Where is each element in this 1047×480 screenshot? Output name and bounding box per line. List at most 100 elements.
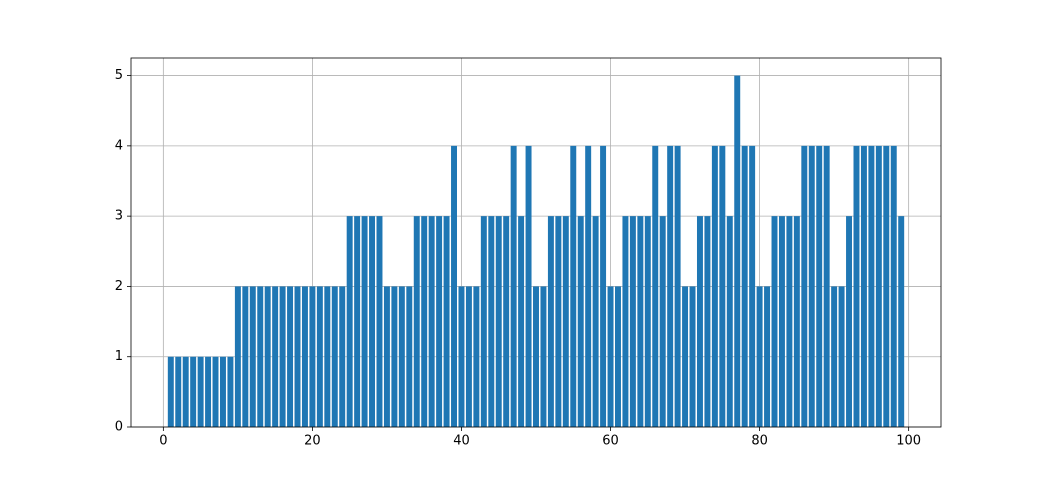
- bar: [294, 286, 301, 427]
- axes-frame: [130, 57, 942, 428]
- x-tick-label: 20: [304, 434, 321, 449]
- bar: [383, 286, 390, 427]
- bar: [764, 286, 771, 427]
- bar: [585, 145, 592, 427]
- bar: [600, 145, 607, 427]
- bar: [473, 286, 480, 427]
- bar: [734, 75, 741, 428]
- bar: [257, 286, 264, 427]
- bar: [480, 216, 487, 427]
- bar: [190, 356, 197, 427]
- bar: [860, 145, 867, 427]
- x-tick-label: 0: [159, 434, 167, 449]
- bar: [682, 286, 689, 427]
- y-tick-label: 1: [115, 349, 123, 364]
- bar: [413, 216, 420, 427]
- bar: [823, 145, 830, 427]
- bar: [831, 286, 838, 427]
- bar: [778, 216, 785, 427]
- bar: [555, 216, 562, 427]
- bar: [637, 216, 644, 427]
- bar: [488, 216, 495, 427]
- bar: [659, 216, 666, 427]
- bar: [890, 145, 897, 427]
- y-tick-label: 2: [115, 279, 123, 294]
- bar: [853, 145, 860, 427]
- bar: [167, 356, 174, 427]
- bar: [376, 216, 383, 427]
- x-tick-label: 100: [896, 434, 921, 449]
- bar: [696, 216, 703, 427]
- bar: [771, 216, 778, 427]
- x-tick-label: 60: [602, 434, 619, 449]
- bar: [644, 216, 651, 427]
- bar: [301, 286, 308, 427]
- bar: [205, 356, 212, 427]
- bar: [249, 286, 256, 427]
- bar: [510, 145, 517, 427]
- bar: [391, 286, 398, 427]
- bar: [212, 356, 219, 427]
- bar: [242, 286, 249, 427]
- bar: [689, 286, 696, 427]
- bar: [227, 356, 234, 427]
- bar: [577, 216, 584, 427]
- bar: [234, 286, 241, 427]
- bar: [369, 216, 376, 427]
- bar: [272, 286, 279, 427]
- bar: [786, 216, 793, 427]
- y-tick-label: 3: [115, 209, 123, 224]
- y-tick-label: 5: [115, 68, 123, 83]
- bar: [846, 216, 853, 427]
- bar: [719, 145, 726, 427]
- bar: [436, 216, 443, 427]
- y-tick-label: 0: [115, 420, 123, 435]
- bar: [443, 216, 450, 427]
- bar: [346, 216, 353, 427]
- bar: [398, 286, 405, 427]
- bar: [428, 216, 435, 427]
- bar: [182, 356, 189, 427]
- bar: [324, 286, 331, 427]
- bar: [793, 216, 800, 427]
- bar: [652, 145, 659, 427]
- bar: [219, 356, 226, 427]
- x-tick-label: 80: [751, 434, 768, 449]
- tick-layer: 0 20 40 60 80 100 0 1 2 3 4 5: [115, 68, 921, 448]
- bar: [525, 145, 532, 427]
- bar: [331, 286, 338, 427]
- bar: [667, 145, 674, 427]
- bar: [875, 145, 882, 427]
- bar: [279, 286, 286, 427]
- bar: [533, 286, 539, 427]
- bar: [287, 286, 294, 427]
- bar: [592, 216, 599, 427]
- bar: [749, 145, 756, 427]
- bar: [615, 286, 621, 427]
- bar: [503, 216, 510, 427]
- bar: [711, 145, 718, 427]
- bar: [540, 286, 547, 427]
- bar: [547, 216, 554, 427]
- y-tick-label: 4: [115, 138, 123, 153]
- bar: [518, 216, 525, 427]
- bar: [898, 216, 905, 427]
- bar: [756, 286, 763, 427]
- bar: [570, 145, 577, 427]
- bar: [451, 145, 457, 427]
- bar: [458, 286, 465, 427]
- bar: [629, 216, 636, 427]
- bar: [808, 145, 815, 427]
- bar: [816, 145, 823, 427]
- bar: [562, 216, 569, 427]
- bar: [421, 216, 428, 427]
- bar: [726, 216, 733, 427]
- bar: [339, 286, 346, 427]
- bar: [883, 145, 890, 427]
- bar: [361, 216, 368, 427]
- bar: [704, 216, 711, 427]
- bar: [264, 286, 271, 427]
- bar: [406, 286, 413, 427]
- bar-layer: [167, 75, 905, 428]
